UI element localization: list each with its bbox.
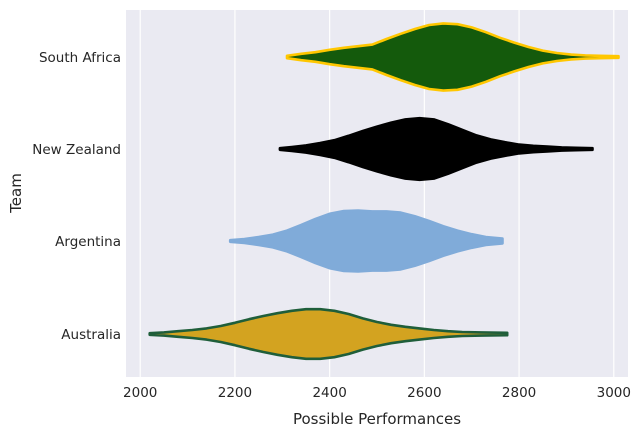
x-tick-label: 2400 (312, 385, 346, 401)
y-axis-label: Team (7, 173, 25, 214)
violin-south-africa (285, 22, 620, 92)
y-tick-labels: South Africa New Zealand Argentina Australi… (32, 50, 121, 343)
x-tick-label: 3000 (597, 385, 631, 401)
x-tick-label: 2800 (502, 385, 536, 401)
violin-australia (148, 307, 509, 361)
y-tick-label: Argentina (55, 234, 121, 250)
y-tick-label: South Africa (39, 50, 121, 66)
x-tick-labels: 2000 2200 2400 2600 2800 3000 (123, 385, 631, 401)
y-tick-label: Australia (61, 327, 121, 343)
violin-argentina (228, 209, 504, 273)
violins (148, 22, 620, 361)
violin-new-zealand (278, 116, 594, 182)
x-tick-label: 2000 (123, 385, 157, 401)
y-tick-label: New Zealand (32, 142, 121, 158)
x-tick-label: 2200 (218, 385, 252, 401)
x-axis-label: Possible Performances (293, 410, 461, 428)
x-tick-label: 2600 (407, 385, 441, 401)
